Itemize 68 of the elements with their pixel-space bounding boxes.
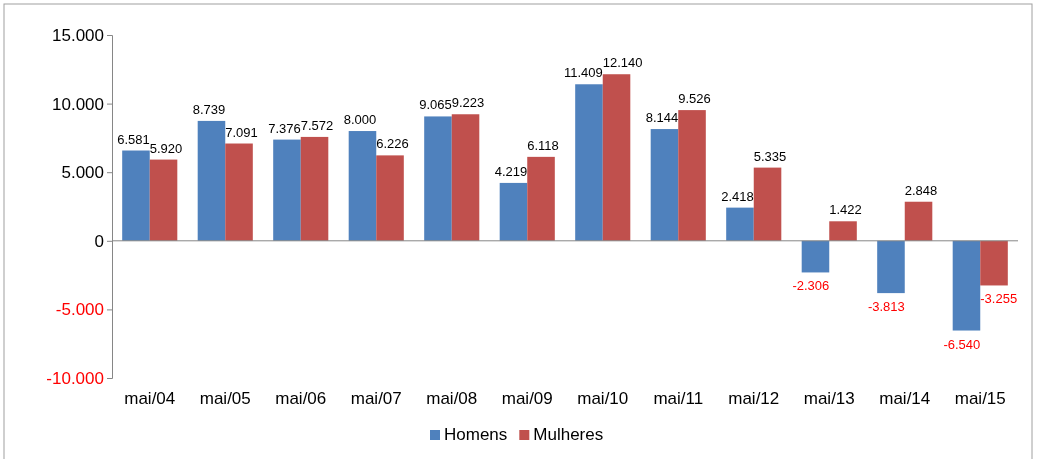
x-tick-label: mai/04 — [124, 388, 176, 408]
data-label: 7.091 — [225, 124, 258, 140]
data-label: 5.335 — [753, 148, 787, 164]
x-tick-label: mai/13 — [803, 388, 855, 408]
data-label: 6.226 — [376, 136, 409, 152]
data-label: 2.418 — [721, 188, 754, 204]
data-label: 11.409 — [563, 65, 603, 81]
bar — [376, 155, 404, 241]
bar — [451, 114, 480, 241]
data-label: 7.572 — [300, 117, 334, 133]
bar — [602, 74, 631, 241]
y-tick-label: 0 — [94, 231, 104, 251]
data-label: 9.223 — [451, 95, 485, 111]
data-label: 12.140 — [602, 55, 643, 71]
x-tick-label: mai/07 — [350, 388, 402, 408]
x-tick-label: mai/08 — [426, 388, 478, 408]
bar — [300, 136, 329, 241]
data-label: 2.848 — [904, 182, 938, 198]
bar — [122, 150, 150, 241]
bar — [225, 143, 253, 241]
data-label: -3.813 — [867, 299, 905, 315]
data-label: 9.526 — [678, 91, 711, 107]
bar — [829, 221, 857, 241]
y-tick-label: -10.000 — [46, 368, 104, 388]
bar — [197, 120, 226, 241]
bar — [273, 139, 301, 241]
x-tick-label: mai/15 — [954, 388, 1006, 408]
bar — [726, 207, 754, 241]
x-tick-label: mai/11 — [653, 388, 704, 408]
data-label: 8.000 — [343, 112, 377, 128]
legend-label: Mulheres — [533, 425, 604, 444]
bar — [348, 131, 377, 241]
data-label: 1.422 — [829, 202, 862, 218]
bar — [952, 240, 981, 331]
bar — [650, 129, 679, 241]
x-tick-label: mai/05 — [199, 388, 251, 408]
x-tick-label: mai/12 — [728, 388, 780, 408]
bar — [801, 240, 830, 273]
x-tick-label: mai/09 — [501, 388, 553, 408]
bar — [904, 201, 933, 241]
data-label: -3.255 — [980, 291, 1018, 307]
data-label: 5.920 — [149, 140, 183, 156]
bar — [980, 240, 1008, 286]
data-label: 8.144 — [645, 110, 679, 126]
data-label: 6.581 — [117, 131, 150, 147]
bar — [527, 156, 555, 241]
y-tick-label: -5.000 — [55, 300, 104, 320]
x-tick-label: mai/14 — [879, 388, 931, 408]
data-label: 9.065 — [419, 97, 452, 113]
y-tick-label: 15.000 — [52, 25, 104, 45]
data-label: 6.118 — [527, 137, 559, 153]
y-tick-label: 10.000 — [52, 94, 104, 114]
x-tick-label: mai/10 — [577, 388, 629, 408]
data-label: 7.376 — [268, 120, 301, 136]
data-label: 4.219 — [494, 163, 528, 179]
x-tick-label: mai/06 — [275, 388, 327, 408]
data-label: 8.739 — [192, 101, 226, 117]
data-label: -6.540 — [943, 336, 981, 352]
legend-label: Homens — [444, 425, 508, 444]
bar — [424, 116, 452, 241]
bar — [499, 182, 528, 241]
bar — [678, 110, 706, 241]
bar — [149, 159, 178, 241]
bar — [575, 84, 603, 241]
y-tick-label: 5.000 — [61, 163, 104, 183]
data-label: -2.306 — [792, 278, 830, 294]
bar — [877, 240, 905, 294]
bar — [753, 167, 782, 241]
